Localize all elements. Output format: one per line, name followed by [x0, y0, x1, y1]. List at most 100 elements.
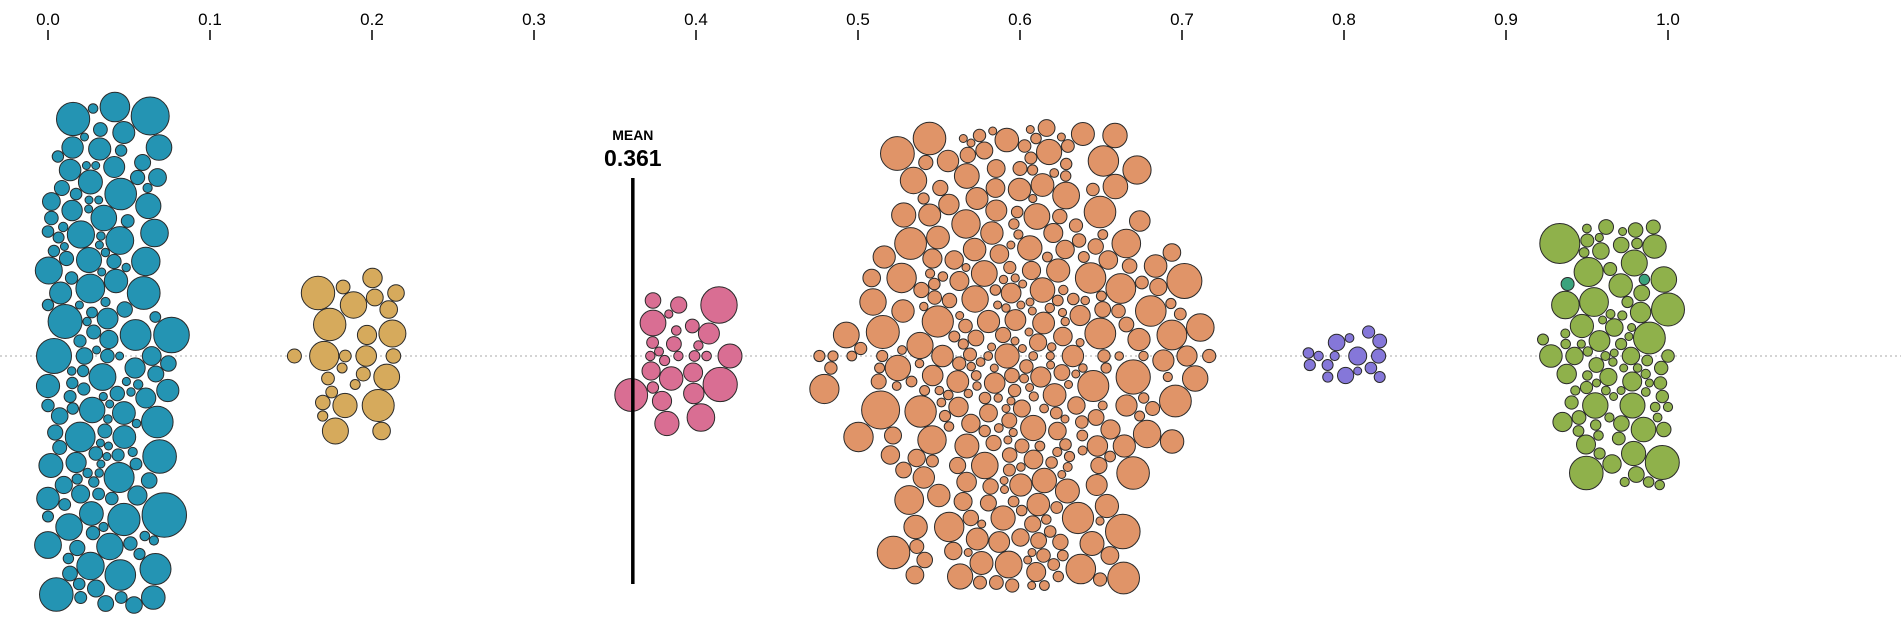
bubble-point [1372, 333, 1388, 349]
bubble-point [1631, 237, 1643, 250]
bubble-point [1027, 581, 1037, 590]
bubble-point [99, 91, 131, 123]
bubble-point [1539, 344, 1563, 368]
bubble-point [1539, 223, 1581, 264]
bubble-point [98, 521, 109, 533]
bubble-point [1054, 478, 1080, 504]
bubble-point [42, 510, 54, 523]
bubble-point [641, 361, 661, 381]
bubble-point [1608, 273, 1633, 298]
bubble-point [946, 370, 970, 393]
bubble-point [872, 245, 896, 269]
bubble-point [387, 284, 405, 302]
bubble-point [133, 379, 144, 390]
bubble-point [1569, 313, 1595, 339]
bubble-point [313, 307, 347, 342]
bubble-point [1537, 333, 1549, 346]
bubble-point [1025, 125, 1035, 134]
bubble-point [47, 424, 64, 441]
bubble-point [1028, 391, 1039, 402]
bubble-point [1313, 350, 1324, 362]
bubble-point [1115, 394, 1138, 417]
bubble-point [1010, 205, 1024, 219]
bubble-point [102, 452, 112, 461]
bubble-point [1027, 306, 1037, 316]
bubble-point [937, 271, 949, 282]
bubble-point [1097, 349, 1111, 363]
bubble-point [124, 357, 146, 379]
bubble-point [894, 485, 925, 515]
bubble-point [62, 552, 75, 565]
bubble-point [1007, 177, 1032, 202]
bubble-point [112, 425, 137, 449]
bubble-point [1556, 363, 1577, 385]
bubble-point [1560, 338, 1571, 350]
bubble-point [66, 220, 96, 249]
bubble-point [332, 392, 358, 419]
bubble-point [100, 247, 111, 258]
bubble-point [1362, 325, 1376, 339]
bubble-point [936, 397, 947, 408]
bubble-point [1337, 366, 1355, 385]
bubble-point [1622, 371, 1643, 392]
bubble-point [953, 163, 980, 189]
bubble-point [1656, 421, 1672, 438]
bubble-point [702, 366, 738, 403]
bubble-point [1327, 333, 1346, 352]
bubble-point [378, 319, 407, 348]
bubble-point [1601, 385, 1611, 396]
bubble-point [862, 268, 882, 288]
bubble-point [1071, 369, 1081, 379]
bubble-point [34, 531, 62, 559]
bubble-point [1006, 240, 1016, 250]
bubble-point [1049, 406, 1063, 420]
bubble-point [1016, 300, 1026, 310]
bubble-point [1145, 401, 1161, 416]
bubble-point [95, 438, 105, 448]
bubble-point [116, 301, 133, 318]
bubble-point [300, 275, 336, 311]
bubble-point [105, 226, 135, 255]
bubble-point [927, 483, 951, 508]
bubble-point [349, 379, 361, 390]
bubble-point [1572, 425, 1585, 437]
bubble-point [1111, 303, 1126, 319]
bubble-point [961, 413, 981, 434]
bubble-point [913, 281, 930, 299]
bubble-point [76, 364, 90, 378]
bubble-point [1373, 371, 1386, 383]
bubble-point [1565, 346, 1584, 366]
bubble-point [1602, 454, 1622, 474]
bubble-point [1057, 470, 1067, 479]
bubble-point [993, 300, 1003, 310]
bubble-point [995, 326, 1012, 344]
bubble-point [1030, 366, 1052, 388]
bubble-point [1619, 363, 1629, 373]
bubble-point [1070, 122, 1095, 146]
bubble-point [1056, 549, 1069, 562]
bubble-point [1641, 354, 1654, 367]
bubble-point [58, 158, 82, 182]
bubble-point [989, 284, 1002, 296]
bubble-point [1118, 316, 1135, 333]
bubble-point [1594, 232, 1604, 243]
bubble-point [1077, 370, 1110, 402]
bubble-point [100, 348, 115, 364]
bubble-point [1028, 351, 1039, 361]
bubble-point [1202, 348, 1217, 364]
bubble-point [1582, 223, 1592, 234]
bubble-point [938, 193, 960, 216]
bubble-point [701, 350, 712, 362]
bubble-point [127, 485, 148, 506]
bubble-point [1020, 414, 1047, 442]
bubble-point [989, 363, 999, 373]
bubble-point [123, 536, 138, 551]
bubble-point [717, 343, 743, 369]
bubble-point [1135, 275, 1149, 290]
bubble-point [34, 256, 63, 285]
bubble-point [1609, 348, 1619, 358]
bubble-point [1059, 438, 1072, 451]
bubble-point [1023, 449, 1044, 470]
bubble-point [140, 472, 158, 489]
bubble-point [919, 301, 929, 312]
